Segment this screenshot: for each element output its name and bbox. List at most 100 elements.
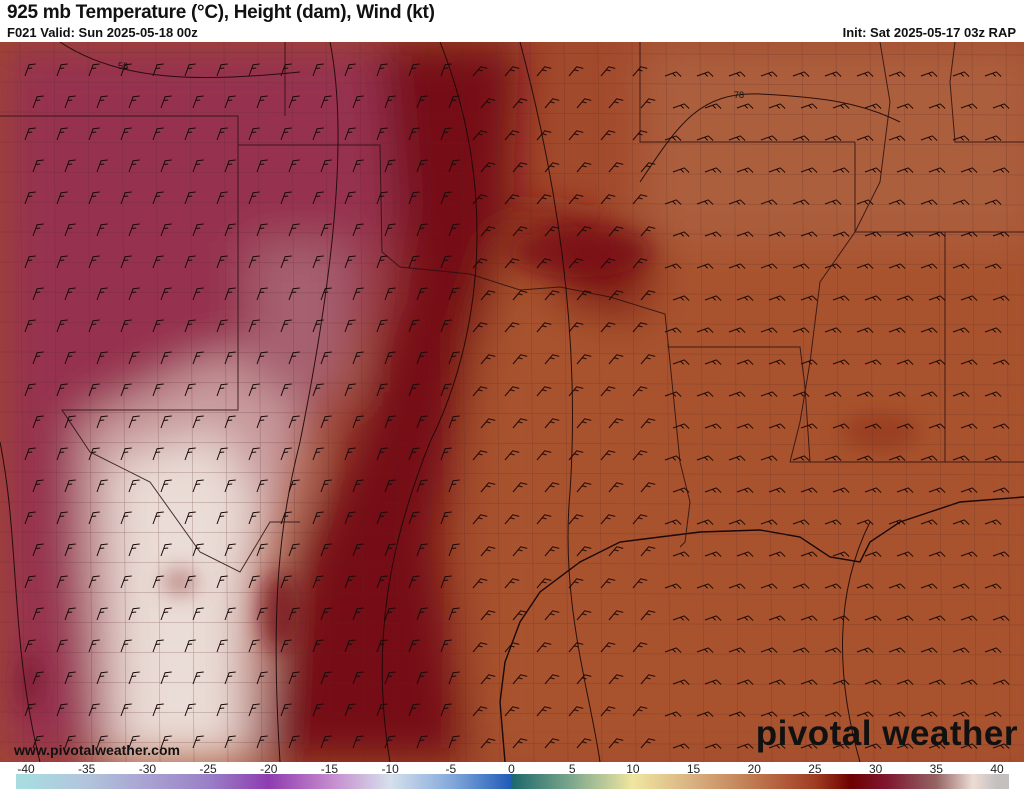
wind-barb: [504, 66, 520, 77]
wind-barb: [480, 418, 496, 429]
wind-barb: [864, 423, 882, 429]
wind-barb: [672, 615, 690, 621]
wind-barb: [256, 95, 268, 109]
wind-barb: [832, 487, 850, 493]
wind-barb: [600, 450, 616, 461]
wind-barb: [536, 322, 552, 333]
wind-barb: [504, 386, 520, 397]
wind-barb: [448, 607, 460, 621]
wind-barb: [664, 71, 682, 77]
wind-barb: [96, 351, 108, 365]
wind-barb: [320, 223, 332, 237]
wind-barb: [608, 290, 624, 301]
wind-barb: [800, 487, 818, 493]
wind-barb: [992, 615, 1010, 621]
wind-barb: [280, 319, 292, 333]
wind-barb: [792, 455, 810, 461]
wind-barb: [824, 391, 842, 397]
wind-barb: [320, 607, 332, 621]
county-line: [0, 171, 1024, 176]
wind-barb: [888, 583, 906, 589]
wind-barb: [728, 199, 746, 205]
wind-barb: [160, 351, 172, 365]
wind-barb: [856, 647, 874, 653]
wind-barb: [352, 287, 364, 301]
wind-barb: [160, 159, 172, 173]
wind-barb: [576, 162, 592, 173]
wind-barb: [800, 167, 818, 173]
wind-barb: [928, 615, 946, 621]
wind-barb: [288, 95, 300, 109]
wind-barb: [448, 415, 460, 429]
wind-barb: [672, 743, 690, 749]
wind-barb: [184, 63, 196, 77]
wind-barb: [928, 743, 946, 749]
wind-barb: [576, 354, 592, 365]
wind-barb: [984, 519, 1002, 525]
wind-barb: [864, 679, 882, 685]
wind-barb: [192, 479, 204, 493]
county-line: [0, 411, 1024, 416]
contour-label-78: 78: [734, 90, 744, 100]
wind-barb: [24, 575, 36, 589]
wind-barb: [440, 127, 452, 141]
wind-barb: [384, 671, 396, 685]
wind-barb: [536, 642, 552, 653]
wind-barb: [544, 482, 560, 493]
wind-barb: [408, 639, 420, 653]
wind-barb: [88, 191, 100, 205]
wind-barb: [312, 319, 324, 333]
wind-barb: [224, 287, 236, 301]
wind-barb: [544, 290, 560, 301]
wind-barb: [280, 255, 292, 269]
wind-barb: [920, 327, 938, 333]
wind-barb: [88, 511, 100, 525]
wind-barb: [864, 295, 882, 301]
wind-barb: [920, 583, 938, 589]
wind-barb: [664, 391, 682, 397]
wind-barb: [760, 583, 778, 589]
wind-barb: [88, 447, 100, 461]
wind-barb: [792, 647, 810, 653]
wind-barb: [576, 674, 592, 685]
wind-barb: [96, 415, 108, 429]
county-line: [0, 51, 1024, 56]
wind-barb: [320, 735, 332, 749]
wind-barb: [160, 671, 172, 685]
wind-barb: [704, 295, 722, 301]
wind-barb: [952, 135, 970, 141]
wind-barb: [704, 231, 722, 237]
wind-barb: [256, 159, 268, 173]
wind-barb: [960, 743, 978, 749]
wind-barb: [992, 295, 1010, 301]
wind-barb: [408, 447, 420, 461]
wind-barb: [480, 226, 496, 237]
wind-barb: [160, 287, 172, 301]
wind-barb: [408, 511, 420, 525]
wind-barb: [600, 386, 616, 397]
county-line: [0, 651, 1024, 656]
wind-barb: [800, 615, 818, 621]
wind-barb: [696, 263, 714, 269]
wind-barb: [192, 671, 204, 685]
wind-barb: [736, 167, 754, 173]
wind-barb: [384, 607, 396, 621]
wind-barb: [984, 263, 1002, 269]
wind-barb: [472, 386, 488, 397]
wind-barb: [344, 575, 356, 589]
colorbar-tick-label: 10: [626, 762, 640, 776]
wind-barb: [408, 383, 420, 397]
wind-barb: [768, 167, 786, 173]
wind-barb: [920, 455, 938, 461]
wind-barb: [56, 63, 68, 77]
wind-barb: [768, 359, 786, 365]
wind-barb: [288, 543, 300, 557]
colorbar-tick-label: -30: [138, 762, 157, 776]
wind-barb: [960, 231, 978, 237]
county-line: [0, 561, 1024, 566]
wind-barb: [96, 159, 108, 173]
weather-map[interactable]: 56 78 www.pivotalweather.com pivotal wea…: [0, 42, 1024, 762]
wind-barb: [120, 191, 132, 205]
county-line: [0, 231, 1024, 236]
wind-barb: [792, 71, 810, 77]
